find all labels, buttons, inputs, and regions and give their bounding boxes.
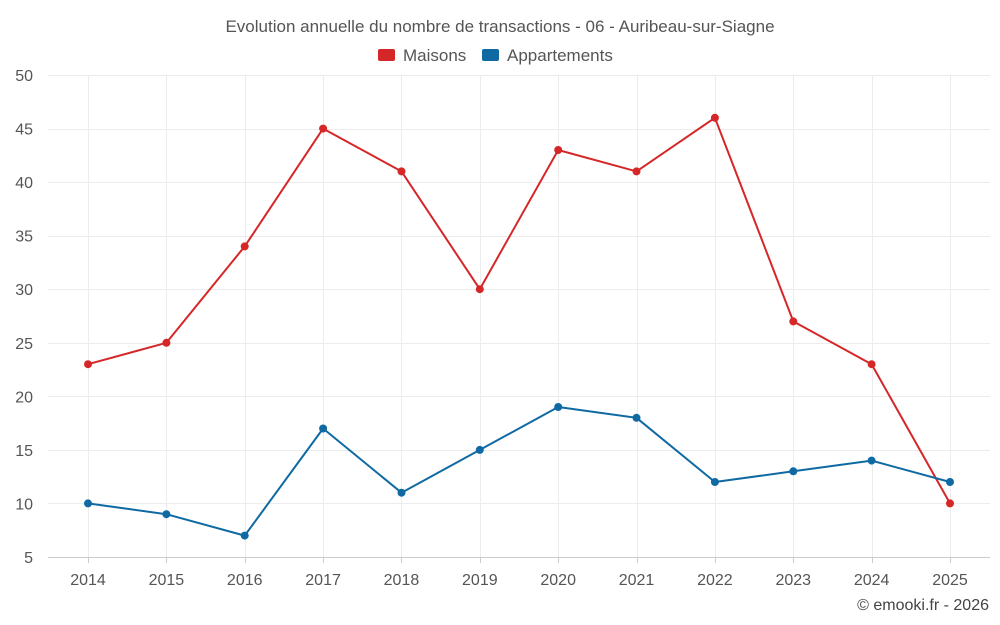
data-point-appartements[interactable] xyxy=(84,499,92,508)
chart-title: Evolution annuelle du nombre de transact… xyxy=(225,17,774,36)
data-point-appartements[interactable] xyxy=(789,467,798,476)
y-tick-label: 20 xyxy=(15,389,33,406)
data-point-appartements[interactable] xyxy=(710,478,719,486)
y-tick-label: 45 xyxy=(15,122,33,139)
y-tick-label: 15 xyxy=(15,443,33,460)
data-point-appartements[interactable] xyxy=(397,488,406,497)
data-point-appartements[interactable] xyxy=(554,403,563,411)
data-point-maisons[interactable] xyxy=(632,167,641,176)
x-tick-label: 2015 xyxy=(149,572,185,589)
data-point-appartements[interactable] xyxy=(475,445,484,454)
data-point-maisons[interactable] xyxy=(867,360,876,369)
y-tick-label: 5 xyxy=(24,550,33,567)
y-tick-label: 50 xyxy=(15,68,33,85)
data-point-maisons[interactable] xyxy=(319,124,328,133)
data-point-maisons[interactable] xyxy=(84,360,92,369)
legend-label-maisons: Maisons xyxy=(403,46,466,65)
legend-item-appartements[interactable]: Appartements xyxy=(482,46,613,65)
x-tick-label: 2020 xyxy=(540,572,576,589)
data-point-appartements[interactable] xyxy=(632,413,641,422)
x-tick-label: 2014 xyxy=(70,572,106,589)
data-point-appartements[interactable] xyxy=(162,510,171,519)
y-tick-label: 35 xyxy=(15,229,33,246)
grid xyxy=(48,75,990,557)
credit-text: © emooki.fr - 2026 xyxy=(857,597,989,614)
x-tick-label: 2024 xyxy=(854,572,890,589)
y-axis-ticks: 5 10 15 20 25 30 35 40 45 50 xyxy=(15,68,33,567)
series xyxy=(84,113,954,540)
x-tick-label: 2017 xyxy=(305,572,341,589)
y-tick-label: 10 xyxy=(15,496,33,513)
series-line-appartements xyxy=(87,406,951,537)
legend: Maisons Appartements xyxy=(378,46,613,65)
y-tick-label: 25 xyxy=(15,336,33,353)
x-axis-ticks: 2014 2015 2016 2017 2018 2019 2020 2021 2022 2023… xyxy=(70,557,968,589)
x-tick-label: 2019 xyxy=(462,572,498,589)
data-point-appartements[interactable] xyxy=(867,456,876,465)
series-maisons xyxy=(84,113,954,508)
data-point-maisons[interactable] xyxy=(710,113,719,122)
x-tick-label: 2023 xyxy=(775,572,811,589)
data-point-maisons[interactable] xyxy=(475,285,484,294)
data-point-appartements[interactable] xyxy=(240,531,249,540)
data-point-maisons[interactable] xyxy=(240,242,249,251)
legend-swatch-appartements xyxy=(482,49,499,61)
y-tick-label: 40 xyxy=(15,175,33,192)
y-tick-label: 30 xyxy=(15,282,33,299)
legend-label-appartements: Appartements xyxy=(507,46,613,65)
x-tick-label: 2021 xyxy=(619,572,655,589)
legend-swatch-maisons xyxy=(378,49,395,61)
legend-item-maisons[interactable]: Maisons xyxy=(378,46,466,65)
series-line-maisons xyxy=(87,116,951,504)
series-appartements xyxy=(84,403,954,540)
data-point-maisons[interactable] xyxy=(554,146,563,154)
data-point-appartements[interactable] xyxy=(946,478,954,486)
data-point-maisons[interactable] xyxy=(162,338,171,347)
x-tick-label: 2025 xyxy=(932,572,968,589)
data-point-maisons[interactable] xyxy=(397,167,406,176)
data-point-appartements[interactable] xyxy=(319,424,328,433)
data-point-maisons[interactable] xyxy=(946,499,954,508)
x-tick-label: 2022 xyxy=(697,572,733,589)
data-point-maisons[interactable] xyxy=(789,317,798,326)
x-tick-label: 2016 xyxy=(227,572,263,589)
x-tick-label: 2018 xyxy=(384,572,420,589)
